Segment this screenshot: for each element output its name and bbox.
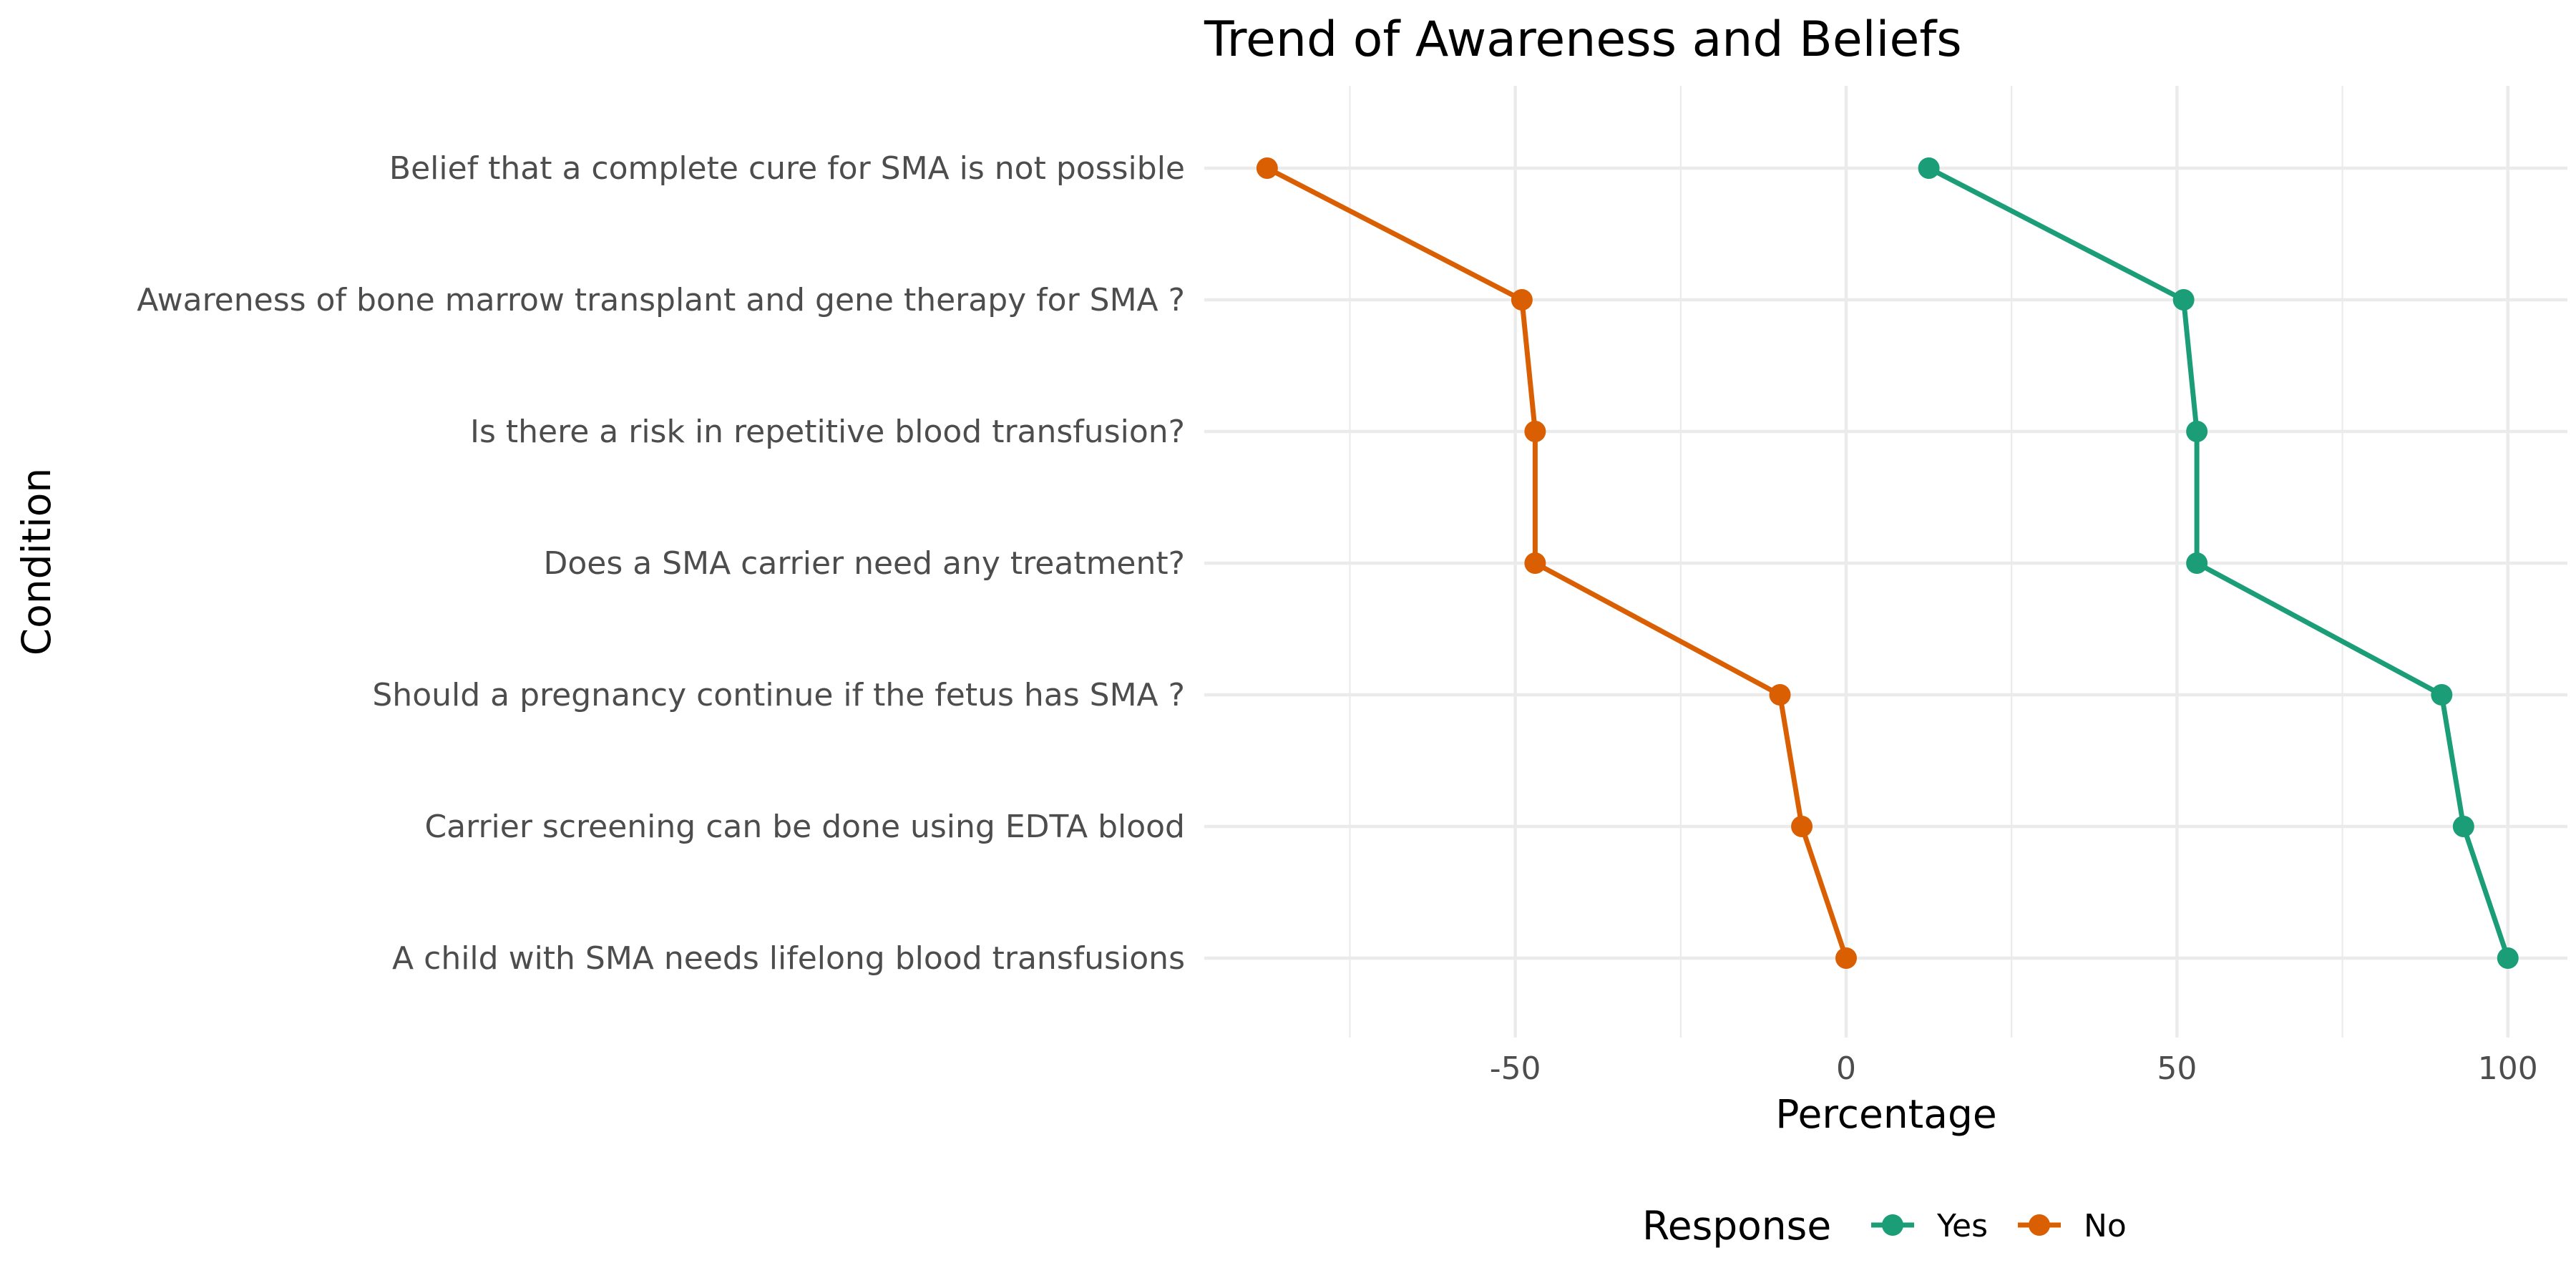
major-gridlines: [1204, 86, 2567, 1038]
y-tick-label: Is there a risk in repetitive blood tran…: [470, 414, 1185, 450]
data-point-no: [1835, 947, 1858, 969]
series-points: [1256, 157, 2519, 969]
y-tick-label: Belief that a complete cure for SMA is n…: [389, 150, 1185, 187]
data-point-no: [1791, 816, 1813, 837]
data-point-no: [1511, 289, 1533, 311]
data-point-yes: [2172, 289, 2195, 311]
y-tick-label: Awareness of bone marrow transplant and …: [137, 282, 1185, 318]
data-point-no: [1769, 684, 1791, 706]
legend-label-yes: Yes: [1936, 1208, 1988, 1244]
data-point-yes: [2431, 684, 2453, 706]
chart-title: Trend of Awareness and Beliefs: [1204, 11, 1962, 68]
x-axis-title: Percentage: [1775, 1091, 1996, 1137]
data-point-yes: [2186, 421, 2208, 442]
x-tick-label: 50: [2157, 1050, 2197, 1087]
legend-title: Response: [1642, 1203, 1831, 1249]
legend: Response Yes No: [1642, 1203, 2127, 1249]
data-point-yes: [1918, 157, 1940, 179]
y-tick-label: A child with SMA needs lifelong blood tr…: [392, 940, 1185, 977]
y-axis-tick-labels: Belief that a complete cure for SMA is n…: [137, 150, 1185, 977]
data-point-no: [1524, 421, 1546, 442]
y-tick-label: Should a pregnancy continue if the fetus…: [372, 677, 1185, 713]
data-point-yes: [2186, 552, 2208, 574]
legend-key-point-no: [2029, 1214, 2050, 1236]
data-point-yes: [2452, 816, 2474, 837]
data-point-yes: [2497, 947, 2519, 969]
x-tick-label: -50: [1490, 1050, 1541, 1087]
y-axis-title: Condition: [14, 468, 59, 655]
y-tick-label: Carrier screening can be done using EDTA…: [424, 809, 1185, 845]
x-tick-label: 100: [2478, 1050, 2538, 1087]
data-point-no: [1524, 552, 1546, 574]
x-axis-tick-labels: -50 0 50 100: [1490, 1050, 2538, 1087]
data-point-no: [1256, 157, 1278, 179]
legend-key-point-yes: [1882, 1214, 1903, 1236]
legend-label-no: No: [2084, 1208, 2127, 1244]
y-tick-label: Does a SMA carrier need any treatment?: [543, 545, 1185, 582]
x-tick-label: 0: [1836, 1050, 1856, 1087]
